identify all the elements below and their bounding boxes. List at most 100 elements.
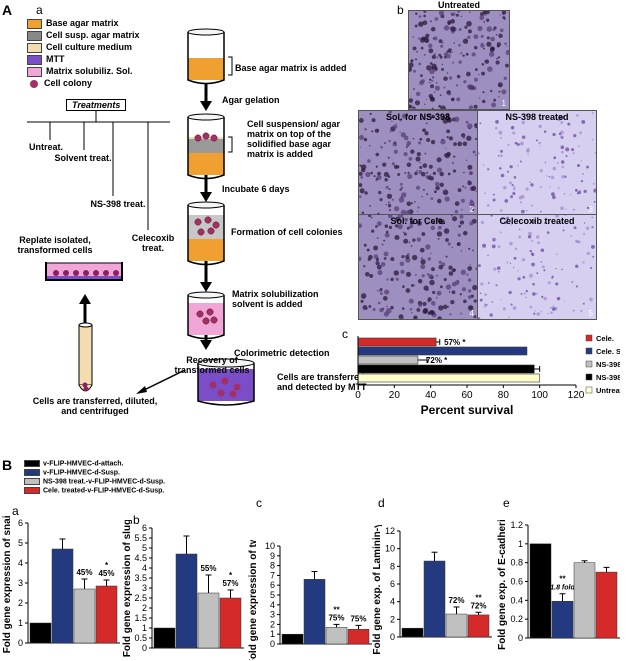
x-tick-label: 20 [389,390,401,401]
legend-label: Matrix solubiliz. Sol. [46,66,133,76]
expression-bar [73,588,96,644]
micrograph-label: NS-398 treated [505,112,569,122]
y-tick-label: 1 [518,539,523,549]
panel-A-letter: A [2,2,13,18]
expression-bar [303,579,326,645]
materials-legend-item: Base agar matrix [27,18,119,29]
step-label: Colorimetric detection [234,348,330,358]
y-tick-label: 12 [385,526,395,536]
micrograph-texture [409,11,509,109]
micrograph-texture [478,215,595,319]
treatments-box: Treatments [66,99,127,111]
bar-annotation: 75% [328,613,344,622]
step-label: Cells are transferred, diluted, and cent… [32,396,158,416]
expression-bar [573,562,596,639]
y-tick-label: 2 [18,598,23,608]
x-tick-label: 60 [461,390,473,401]
y-tick-label: 2 [390,614,395,624]
y-tick-label: 9 [270,551,275,561]
panel-B-legend-item: v-FLIP-HMVEC-d-Susp. [24,469,120,477]
legend-label: Base agar matrix [46,18,119,28]
expression-bar [219,597,242,649]
legend-swatch [585,373,593,381]
survival-bar [357,373,540,383]
expression-bar [95,585,118,644]
y-tick-label: 0.4 [510,595,523,605]
step-label: Recovery of transformed cells [174,355,250,375]
materials-legend-item: MTT [27,54,65,65]
legend-swatch [585,347,593,355]
micrograph-label: Sol. for Cele. [390,216,446,226]
y-tick-label: 1 [142,623,147,633]
legend-label: v-FLIP-HMVEC-d-attach. [43,460,124,468]
materials-legend-item: Matrix solubiliz. Sol. [27,66,133,77]
legend-swatch [27,18,42,29]
panel-B-d-letter: d [378,496,385,510]
bar-annotation: 55% [200,564,216,573]
percent-survival-chart: 57% * Cele. Cele. Sol. 72% * NS-398 NS-398 So… [355,334,620,417]
legend-label: Cele. treated-v-FLIP-HMVEC-d-Susp. [43,487,165,495]
bar-annotation: ** [475,593,482,602]
y-axis-label: Fold gene exp. of E-cadherin [497,520,508,650]
expression-bar [401,627,424,638]
step-label: Incubate 6 days [222,184,290,194]
y-tick-label: 3 [142,583,147,593]
materials-legend-item: Cell susp. agar matrix [27,30,140,41]
y-axis-label: Fold gene exp. of Laminin-γ-1 [372,525,383,655]
legend-swatch [27,30,42,41]
step-label: Replate isolated, transformed cells [17,235,93,255]
panel-A-c-letter: c [342,327,348,341]
culture-cylinder [187,201,225,266]
micrograph-texture [359,215,477,319]
panel-B-c-letter: c [256,496,262,510]
expression-bar [347,629,370,645]
y-axis-label: Fold gene expression of slug [122,520,133,657]
expression-bar [529,543,552,639]
y-tick-label: 5 [270,590,275,600]
panel-B-legend-item: v-FLIP-HMVEC-d-attach. [24,460,124,468]
legend-swatch [27,54,42,65]
legend-swatch [585,334,593,342]
materials-legend-item: Cell culture medium [27,42,132,53]
legend-label: Cell culture medium [46,42,133,52]
bar-annotation: ** [559,575,566,584]
x-tick-label: 80 [498,390,510,401]
y-tick-label: 2.5 [134,593,147,603]
y-tick-label: 6 [270,580,275,590]
expression-bar [467,614,490,638]
mtt-beaker [197,358,255,406]
panel-B-b-letter: b [133,513,140,527]
gene-expression-chart-b: 00.511.522.533.544.555.56 Fold gene expre… [122,520,244,657]
y-tick-label: 0 [18,638,23,648]
bar-annotation: 75% [350,614,366,623]
y-tick-label: 10 [265,541,275,551]
micrograph-4: Sol. for Cele. 4 [358,214,478,320]
y-tick-label: 4 [18,558,23,568]
expression-bar [29,622,52,644]
bar-annotation: ** [333,605,340,614]
y-tick-label: 4 [390,597,395,607]
legend-label: Cele. Sol. [596,347,620,356]
micrograph-label: Sol. for NS-398 [385,112,450,122]
legend-label: Cell susp. agar matrix [46,30,140,40]
bar-annotation: 45% [76,568,92,577]
step-label: Cell suspension/ agar matrix on top of t… [247,119,341,159]
legend-label: MTT [46,54,65,64]
bar-annotation: 72% [470,601,486,610]
legend-swatch [24,469,40,476]
y-tick-label: 0.5 [134,633,147,643]
survival-bar [357,346,528,356]
x-tick-label: 40 [425,390,437,401]
y-tick-label: 0 [390,632,395,642]
legend-label: NS-398 treat.-v-FLIP-HMVEC-d-Susp. [43,478,166,486]
y-tick-label: 5.5 [134,533,147,543]
step-label: Matrix solubilization solvent is added [232,289,319,309]
y-axis-label: Fold gene expression of snail [2,515,13,653]
legend-label: Cell colony [44,78,93,88]
micrograph-5: Celecoxib treated 5 [477,214,597,320]
bar-annotation: 57% * [444,338,466,347]
